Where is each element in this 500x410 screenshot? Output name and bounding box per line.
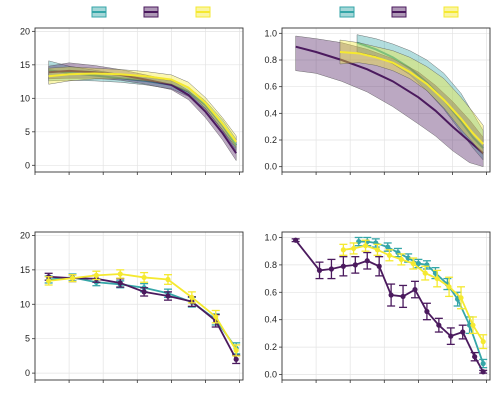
y-tick-label: 0 — [25, 368, 30, 378]
series-2018 — [295, 35, 484, 167]
panel-d: 0.0 0.2 0.4 0.6 0.8 1.0 — [264, 231, 491, 383]
y-tick-label: 5 — [25, 127, 30, 137]
fit-line-2017 — [356, 41, 484, 149]
y-tick-label: 0.0 — [264, 162, 277, 172]
data-point — [376, 263, 382, 269]
y-tick-label: 1.0 — [264, 232, 277, 242]
data-point — [388, 292, 394, 298]
data-point — [422, 270, 428, 276]
plot-border — [34, 27, 244, 173]
data-point — [328, 266, 335, 272]
y-tick-label: 0.2 — [264, 135, 277, 145]
panel-a: 0 5 10 15 20 — [20, 26, 244, 175]
data-point — [340, 263, 346, 269]
data-point — [460, 329, 466, 335]
legend-right — [339, 6, 459, 18]
y-tick-label: 10 — [20, 299, 30, 309]
series-2019 — [44, 269, 241, 357]
y-tick-label: 0.6 — [264, 287, 277, 297]
fit-line-2018 — [48, 69, 238, 154]
data-point — [233, 356, 239, 362]
data-point — [165, 276, 171, 283]
data-point — [46, 278, 52, 284]
data-point — [364, 258, 370, 264]
plot-border — [34, 231, 244, 381]
y-tick-label: 0.2 — [264, 342, 277, 352]
series-2019 — [339, 239, 488, 350]
plot-area — [35, 232, 243, 380]
data-point — [415, 260, 421, 267]
data-point — [472, 354, 478, 360]
y-tick-label: 0 — [25, 160, 30, 170]
y-tick-label: 15 — [20, 60, 30, 70]
y-tick-label: 0.4 — [264, 108, 277, 118]
data-point — [424, 308, 430, 315]
data-point — [410, 260, 416, 267]
data-point — [352, 262, 358, 268]
data-point — [448, 333, 454, 339]
data-point — [412, 286, 418, 293]
data-point — [405, 255, 411, 261]
fit-line-2019 — [339, 51, 484, 145]
plot-area — [35, 28, 243, 172]
ribbon-2019 — [339, 39, 484, 156]
y-tick-label: 0.8 — [264, 260, 277, 270]
data-point — [470, 322, 476, 328]
y-tick-label: 0.6 — [264, 82, 277, 92]
data-point — [385, 244, 391, 250]
data-point — [480, 339, 486, 345]
plot-border — [281, 27, 491, 173]
y-tick-label: 15 — [20, 265, 30, 275]
ribbon-2018 — [295, 35, 484, 167]
data-point — [316, 267, 323, 273]
fit-line-2019 — [48, 72, 237, 143]
data-point — [233, 347, 239, 353]
data-point — [374, 247, 381, 253]
y-tick-label: 10 — [20, 93, 30, 103]
data-point — [117, 280, 123, 286]
series-2018 — [291, 237, 488, 375]
data-point — [141, 289, 147, 295]
line-2018 — [294, 239, 484, 373]
data-point — [93, 272, 99, 278]
series-2019 — [48, 66, 237, 149]
data-point — [189, 294, 195, 300]
data-point — [398, 256, 404, 263]
data-point — [293, 237, 299, 243]
data-point — [141, 274, 147, 281]
data-point — [117, 271, 123, 277]
y-tick-label: 5 — [25, 334, 30, 344]
data-point — [351, 245, 357, 252]
data-point — [400, 293, 406, 300]
y-tick-label: 0.0 — [264, 370, 277, 380]
y-tick-label: 1.0 — [264, 28, 277, 38]
data-point — [446, 284, 452, 290]
legend-left — [91, 6, 211, 18]
data-point — [434, 275, 440, 282]
data-point — [480, 360, 486, 367]
data-point — [69, 275, 76, 281]
data-point — [213, 314, 219, 320]
data-point — [340, 247, 346, 253]
y-tick-label: 20 — [20, 26, 30, 36]
y-tick-label: 0.8 — [264, 55, 277, 65]
data-point — [165, 293, 171, 299]
data-point — [480, 369, 486, 375]
plot-border — [281, 231, 491, 381]
panel-b: 0.0 0.2 0.4 0.6 0.8 1.0 — [264, 27, 491, 175]
data-point — [386, 252, 393, 258]
y-tick-label: 20 — [20, 230, 30, 240]
data-point — [458, 295, 464, 301]
series-2019 — [339, 39, 484, 156]
data-point — [436, 322, 442, 328]
y-tick-label: 0.4 — [264, 315, 277, 325]
data-point — [362, 243, 369, 249]
fit-line-2018 — [295, 45, 484, 155]
panel-c: 0 5 10 15 20 — [20, 230, 244, 383]
